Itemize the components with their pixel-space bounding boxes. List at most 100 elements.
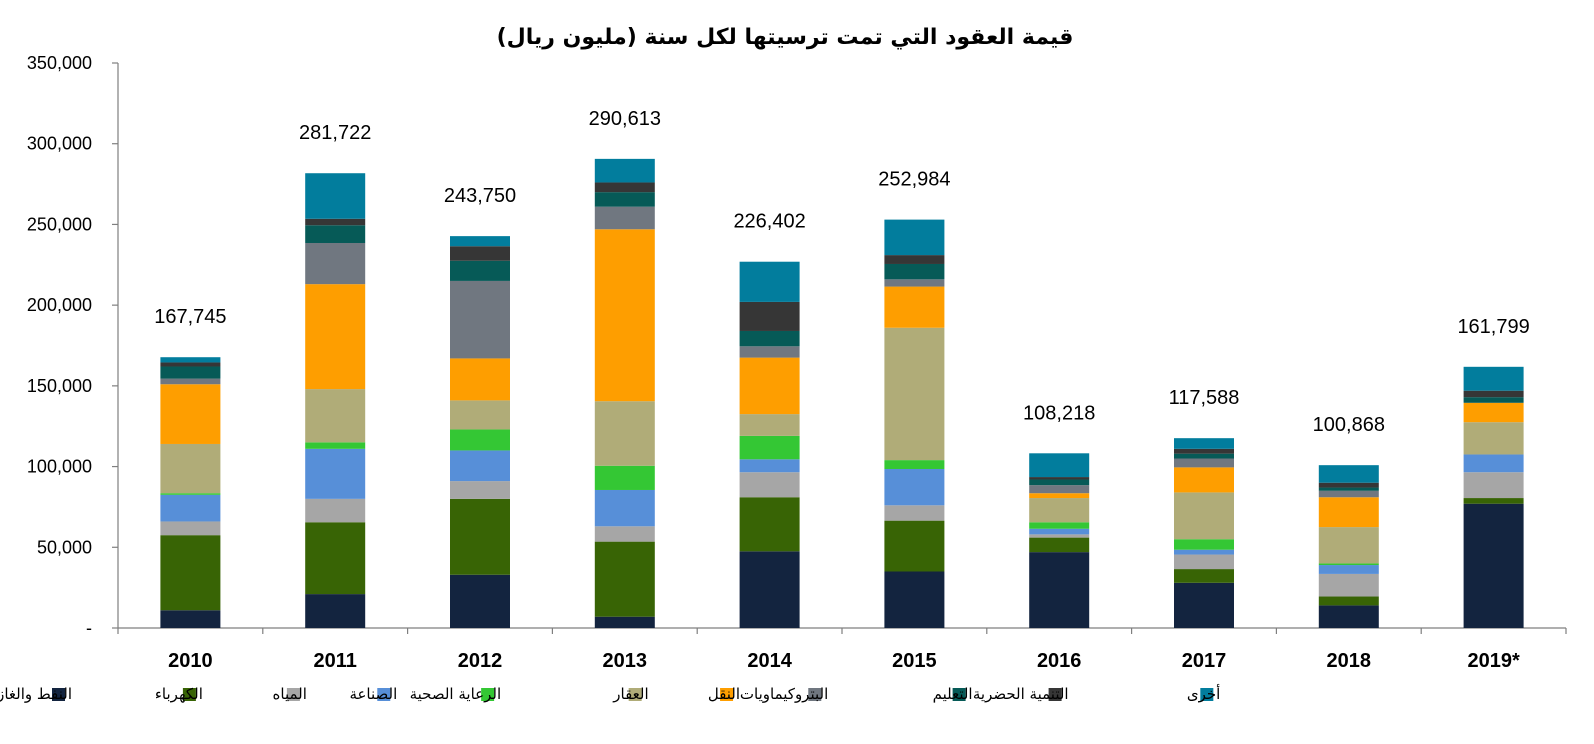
bar-segment: [1029, 498, 1090, 523]
bar-segment: [305, 242, 366, 285]
legend-label: النقل: [708, 685, 740, 703]
x-tick-label: 2016: [1037, 650, 1082, 672]
bar-segment: [1318, 563, 1379, 566]
bar-segment: [739, 435, 800, 460]
bar-segment: [884, 460, 945, 469]
bar-segment: [160, 535, 221, 611]
x-tick-label: 2017: [1182, 650, 1227, 672]
bar-segment: [1463, 390, 1524, 398]
bar-segment: [1318, 527, 1379, 564]
bar-total-label: 100,868: [1313, 414, 1385, 436]
bar-segment: [884, 468, 945, 506]
bar-segment: [160, 378, 221, 385]
bar-segment: [160, 493, 221, 495]
bar-segment: [1174, 549, 1234, 555]
bar-segment: [1174, 554, 1234, 570]
bar-segment: [450, 236, 510, 247]
bar-segment: [160, 357, 221, 363]
bar-total-label: 243,750: [444, 185, 516, 207]
bar-segment: [450, 481, 510, 499]
bar-segment: [305, 173, 366, 219]
legend-swatch: [1200, 688, 1214, 701]
bar-total-label: 290,613: [589, 108, 661, 130]
bar-segment: [1029, 552, 1090, 628]
bar-segment: [884, 571, 945, 628]
plot-area: - 50,000 100,000 150,000 200,000 250,000 300,0…: [27, 53, 1567, 672]
bar-segment: [1318, 482, 1379, 488]
bar-segment: [1029, 537, 1090, 553]
bar-segment: [160, 610, 221, 628]
bar-segment: [450, 246, 510, 261]
legend-label: المياه: [273, 685, 307, 703]
bar-segment: [1318, 565, 1379, 574]
bar-segment: [739, 551, 800, 628]
bar-segment: [1463, 397, 1524, 403]
bar-segment: [450, 280, 510, 359]
bar-segment: [305, 284, 366, 390]
bar-segment: [739, 357, 800, 415]
bar-segment: [1463, 422, 1524, 455]
bar-segment: [450, 400, 510, 430]
bar-total-label: 117,588: [1169, 387, 1240, 409]
bar-segment: [594, 526, 655, 542]
bar-segment: [160, 384, 221, 444]
bar-segment: [305, 594, 366, 628]
bar-segment: [884, 327, 945, 461]
x-tick-label: 2014: [747, 650, 792, 672]
bar-segment: [594, 465, 655, 490]
chart-title: قيمة العقود التي تمت ترسيتها لكل سنة (مل…: [497, 25, 1074, 50]
bar-segment: [594, 401, 655, 466]
bar-segment: [160, 362, 221, 367]
bar-segment: [160, 443, 221, 494]
x-tick-label: 2019*: [1467, 650, 1519, 672]
bar-total-label: 161,799: [1457, 316, 1529, 338]
legend-swatch: [182, 688, 196, 701]
legend-label: التنمية الحضرية: [973, 685, 1069, 703]
bar-segment: [1029, 528, 1090, 535]
bar-segment: [450, 358, 510, 401]
x-tick-label: 2012: [458, 650, 503, 672]
legend-swatch: [286, 688, 300, 701]
legend-swatch: [808, 688, 822, 701]
legend-label: أخرى: [1187, 684, 1220, 703]
x-tick-label: 2011: [314, 650, 357, 672]
bar-segment: [1463, 402, 1524, 423]
bar-segment: [1174, 438, 1234, 449]
bar-segment: [450, 429, 510, 451]
bar-segment: [305, 225, 366, 243]
bar-segment: [739, 459, 800, 473]
bar-segment: [1029, 477, 1090, 480]
bar-total-label: 226,402: [733, 211, 805, 233]
legend-swatch: [377, 688, 391, 701]
y-tick-label: 250,000: [27, 214, 92, 234]
y-tick-label: 150,000: [27, 376, 92, 396]
x-tick-label: 2018: [1327, 650, 1372, 672]
y-tick-label: 100,000: [27, 457, 92, 477]
bar-segment: [884, 219, 945, 256]
bar-segment: [1318, 490, 1379, 498]
x-tick-label: 2015: [892, 650, 937, 672]
bar-segment: [1318, 605, 1379, 628]
bar-segment: [1318, 497, 1379, 528]
legend-swatch: [52, 688, 65, 701]
legend-label: الكهرباء: [155, 685, 203, 703]
x-tick-label: 2013: [603, 650, 648, 672]
legend: النفط والغاز الكهرباء المياه الصناعة الرعاية…: [0, 684, 1220, 703]
bar-segment: [1463, 366, 1524, 391]
y-tick-label: 200,000: [27, 295, 92, 315]
bar-segment: [1029, 522, 1090, 529]
bar-segment: [1029, 479, 1090, 486]
bar-segment: [305, 498, 366, 523]
bar-segment: [1463, 503, 1524, 628]
bar-total-label: 167,745: [154, 306, 226, 328]
bar-segment: [160, 494, 221, 522]
bar-segment: [594, 616, 655, 628]
bar-segment: [450, 498, 510, 575]
legend-swatch: [1048, 688, 1062, 701]
bar-segment: [884, 263, 945, 280]
legend-label: العقار: [612, 685, 648, 703]
bar-segment: [160, 366, 221, 379]
bar-segment: [305, 218, 366, 226]
bar-segment: [594, 158, 655, 183]
bar-segment: [160, 521, 221, 536]
